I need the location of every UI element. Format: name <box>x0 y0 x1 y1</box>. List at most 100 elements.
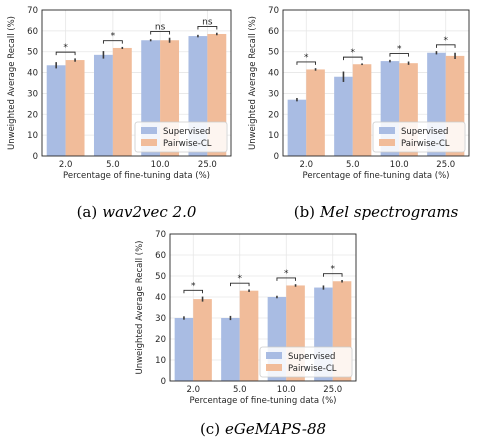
significance-bracket <box>323 273 343 277</box>
significance-label: * <box>304 53 309 63</box>
x-tick-label: 25.0 <box>198 160 217 170</box>
bar-pairwise-cl <box>352 64 372 156</box>
y-tick-label: 0 <box>33 152 38 162</box>
legend <box>134 121 228 153</box>
x-tick-label: 25.0 <box>436 160 455 170</box>
bar-supervised <box>174 318 194 381</box>
y-tick-label: 50 <box>155 272 166 282</box>
y-tick-label: 0 <box>274 152 279 162</box>
x-axis-label: Percentage of fine-tuning data (%) <box>63 171 210 181</box>
x-tick-label: 5.0 <box>106 160 120 170</box>
bar-supervised <box>334 76 353 156</box>
y-tick-label: 20 <box>268 110 279 120</box>
y-tick-label: 30 <box>27 89 38 99</box>
significance-label: * <box>331 265 336 275</box>
legend-swatch <box>266 352 282 359</box>
caption-name: wav2vec 2.0 <box>102 203 197 221</box>
caption-name: Mel spectrograms <box>319 203 459 221</box>
significance-bracket <box>389 53 409 57</box>
significance-label: * <box>397 45 402 55</box>
x-tick-label: 10.0 <box>390 160 409 170</box>
significance-bracket <box>296 61 316 65</box>
x-tick-label: 25.0 <box>323 385 342 395</box>
significance-bracket <box>102 40 123 44</box>
significance-label: ns <box>202 17 213 27</box>
legend <box>259 346 353 378</box>
x-tick-label: 10.0 <box>277 385 296 395</box>
bar-pairwise-cl <box>112 47 132 156</box>
y-tick-label: 70 <box>27 6 38 16</box>
y-axis-label: Unweighted Average Recall (%) <box>135 241 145 375</box>
figure-caption: (b) Mel spectrograms <box>294 203 459 221</box>
significance-bracket <box>276 277 296 281</box>
legend-swatch <box>141 139 157 146</box>
y-tick-label: 60 <box>155 251 166 261</box>
y-tick-label: 10 <box>155 356 166 366</box>
legend-swatch <box>141 127 157 134</box>
y-tick-label: 40 <box>155 293 166 303</box>
bar-pairwise-cl <box>193 299 212 381</box>
x-axis-label: Percentage of fine-tuning data (%) <box>303 171 450 181</box>
y-tick-label: 60 <box>27 27 38 37</box>
axis-frame <box>169 233 357 382</box>
significance-label: * <box>111 32 116 42</box>
legend-label: Pairwise-CL <box>163 139 212 149</box>
caption-prefix: (a) <box>77 203 98 221</box>
x-tick-label: 10.0 <box>151 160 170 170</box>
legend-label: Pairwise-CL <box>288 364 337 374</box>
y-tick-label: 70 <box>268 6 279 16</box>
legend-swatch <box>266 364 282 371</box>
y-tick-label: 50 <box>27 48 38 58</box>
legend-label: Supervised <box>288 352 335 362</box>
significance-label: * <box>284 269 289 279</box>
x-tick-label: 2.0 <box>59 160 73 170</box>
legend-label: Pairwise-CL <box>401 139 450 149</box>
legend <box>372 121 466 153</box>
axis-frame <box>282 9 470 157</box>
figure-caption: (a) wav2vec 2.0 <box>77 203 197 221</box>
caption-name: eGeMAPS-88 <box>225 420 326 438</box>
x-axis-label: Percentage of fine-tuning data (%) <box>190 396 337 406</box>
y-axis-label: Unweighted Average Recall (%) <box>7 16 17 150</box>
significance-bracket <box>55 51 76 56</box>
bar-supervised <box>221 318 240 381</box>
y-tick-label: 10 <box>268 131 279 141</box>
bar-pairwise-cl <box>306 69 325 156</box>
significance-label: * <box>351 48 356 58</box>
x-tick-label: 5.0 <box>233 385 247 395</box>
significance-bracket <box>230 282 250 287</box>
y-axis-label: Unweighted Average Recall (%) <box>248 16 258 150</box>
bar-supervised <box>46 65 66 156</box>
y-tick-label: 20 <box>155 335 166 345</box>
bar-pairwise-cl <box>239 290 259 381</box>
significance-label: * <box>191 281 196 291</box>
bar-pairwise-cl <box>65 60 85 156</box>
significance-bracket <box>343 56 363 61</box>
significance-label: * <box>238 274 243 284</box>
chart-panel-3: 0 10 20 30 40 50 60 70 2.0 5.0 10.0 25.0 * * * * Percent… <box>135 230 357 406</box>
significance-bracket <box>183 289 203 294</box>
y-tick-label: 70 <box>155 230 166 240</box>
y-tick-label: 30 <box>155 314 166 324</box>
legend-label: Supervised <box>401 127 448 137</box>
legend-swatch <box>379 139 395 146</box>
significance-bracket <box>436 44 456 48</box>
chart-panel-1: 0 10 20 30 40 50 60 70 2.0 5.0 10.0 25.0 * * ns ns Perce… <box>7 6 232 181</box>
x-tick-label: 2.0 <box>186 385 200 395</box>
y-tick-label: 30 <box>268 89 279 99</box>
significance-label: * <box>444 36 449 46</box>
legend-label: Supervised <box>163 127 210 137</box>
y-tick-label: 50 <box>268 48 279 58</box>
x-tick-label: 2.0 <box>299 160 313 170</box>
figure-caption: (c) eGeMAPS-88 <box>200 420 326 438</box>
significance-bracket <box>197 26 218 30</box>
legend-swatch <box>379 127 395 134</box>
y-tick-label: 10 <box>27 131 38 141</box>
bar-supervised <box>93 54 113 156</box>
significance-label: * <box>63 43 68 53</box>
caption-prefix: (b) <box>294 203 315 221</box>
chart-panel-2: 0 10 20 30 40 50 60 70 2.0 5.0 10.0 25.0 * * * * Percent… <box>248 6 470 181</box>
y-tick-label: 20 <box>27 110 38 120</box>
bar-supervised <box>287 99 307 156</box>
